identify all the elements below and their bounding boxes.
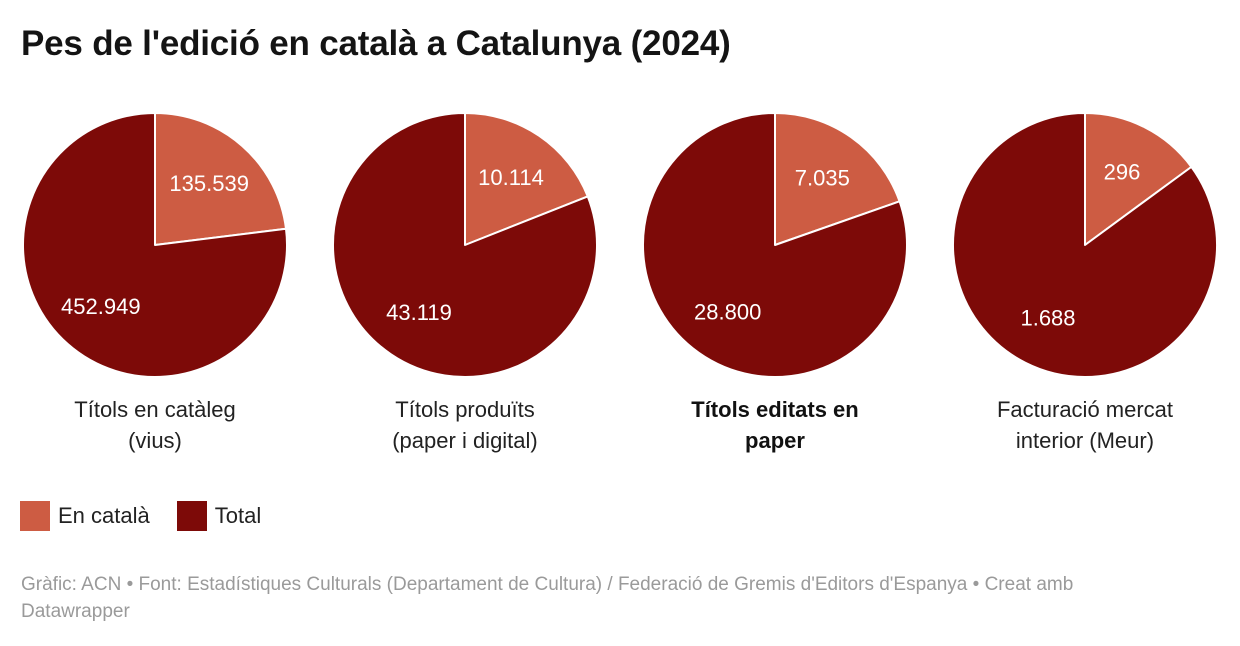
- pie-column-titols-cataleg: 135.539 452.949 Títols en catàleg (vius): [0, 110, 310, 456]
- pie-caption: Títols produïts (paper i digital): [392, 394, 538, 456]
- footer-attribution-line: Datawrapper: [21, 601, 130, 622]
- slice-value-label: 28.800: [694, 299, 761, 324]
- legend-swatch-total: [176, 501, 207, 531]
- slice-value-label: 135.539: [169, 171, 249, 196]
- legend-item-en-catala: En català: [20, 501, 150, 531]
- pie-slice-total[interactable]: [952, 112, 1218, 378]
- pie-caption: Títols en catàleg (vius): [74, 394, 235, 456]
- pie-slice-total[interactable]: [332, 112, 598, 378]
- pie-caption-line: (paper i digital): [392, 428, 538, 453]
- legend-label: En català: [58, 503, 150, 528]
- legend-item-total: Total: [176, 501, 262, 531]
- pie-column-facturacio: 296 1.688 Facturació mercat interior (Meu…: [930, 110, 1240, 456]
- slice-value-label: 10.114: [478, 165, 544, 190]
- pie-chart-facturacio: 296 1.688: [950, 110, 1220, 380]
- slice-value-label: 296: [1104, 160, 1141, 185]
- pie-slice-en-catala[interactable]: [154, 112, 287, 246]
- pie-chart-titols-produits: 10.114 43.119: [330, 110, 600, 380]
- chart-footer: Gràfic: ACN • Font: Estadístiques Cultur…: [21, 571, 1220, 625]
- footer-attribution-line: Gràfic: ACN • Font: Estadístiques Cultur…: [21, 574, 1074, 595]
- slice-value-label: 43.119: [386, 300, 452, 325]
- pie-caption-line: Títols produïts: [395, 397, 535, 422]
- pie-slice-en-catala[interactable]: [464, 112, 589, 246]
- pie-column-titols-editats: 7.035 28.800 Títols editats en paper: [620, 110, 930, 456]
- legend-swatch-en-catala: [20, 501, 50, 531]
- pies-row: 135.539 452.949 Títols en catàleg (vius) …: [0, 110, 1240, 456]
- pie-chart-titols-editats: 7.035 28.800: [640, 110, 910, 380]
- slice-value-label: 1.688: [1020, 306, 1075, 331]
- pie-caption-line: Títols editats en: [691, 397, 859, 422]
- pie-caption-line: interior (Meur): [1015, 428, 1155, 453]
- pie-slice-en-catala[interactable]: [1084, 112, 1193, 246]
- pie-caption-line: Facturació mercat: [996, 397, 1174, 422]
- pie-slice-total[interactable]: [642, 112, 908, 378]
- pie-caption: Facturació mercat interior (Meur): [997, 394, 1173, 456]
- pie-column-titols-produits: 10.114 43.119 Títols produïts (paper i di…: [310, 110, 620, 456]
- pie-caption-line: Títols en catàleg: [74, 397, 236, 422]
- pie-caption-line: (vius): [128, 428, 182, 453]
- pie-slice-total[interactable]: [22, 112, 288, 378]
- chart-legend: En català Total: [20, 501, 1240, 531]
- pie-caption-line: paper: [745, 428, 805, 453]
- slice-value-label: 7.035: [795, 166, 850, 191]
- slice-value-label: 452.949: [61, 294, 141, 319]
- chart-title: Pes de l'edició en català a Catalunya (2…: [21, 24, 731, 63]
- legend-label: Total: [214, 503, 262, 528]
- pie-chart-titols-cataleg: 135.539 452.949: [20, 110, 290, 380]
- pie-caption: Títols editats en paper: [691, 394, 858, 456]
